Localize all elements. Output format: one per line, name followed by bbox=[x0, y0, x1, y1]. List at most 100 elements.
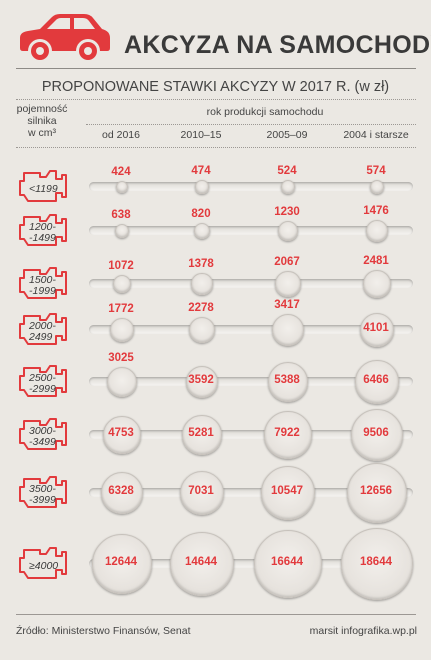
value-bubble bbox=[272, 314, 304, 346]
row-track bbox=[89, 325, 413, 334]
footer-rule bbox=[16, 614, 416, 615]
value-bubble bbox=[110, 318, 134, 342]
capacity-header-line1: pojemność bbox=[16, 103, 68, 115]
value-label: 474 bbox=[191, 165, 211, 178]
value-bubble bbox=[188, 316, 216, 344]
car-icon bbox=[20, 14, 110, 60]
capacity-label: 2000- 2499 bbox=[29, 321, 56, 343]
value-bubble bbox=[260, 465, 316, 521]
value-label: 5281 bbox=[188, 427, 214, 439]
column-header: 2005–09 bbox=[266, 129, 308, 141]
engine-icon bbox=[19, 365, 67, 397]
value-bubble bbox=[359, 312, 395, 348]
value-label: 1772 bbox=[108, 303, 134, 316]
row-track bbox=[89, 430, 413, 439]
value-bubble bbox=[182, 415, 222, 455]
value-label: 1072 bbox=[108, 259, 134, 272]
subtitle-divider bbox=[16, 99, 416, 100]
value-bubble bbox=[114, 223, 130, 239]
value-label: 6328 bbox=[108, 485, 134, 497]
capacity-label-line: 2000- bbox=[29, 320, 56, 332]
credit-note: marsit infografika.wp.pl bbox=[309, 625, 417, 637]
year-group-divider bbox=[86, 124, 416, 125]
value-label: 820 bbox=[191, 207, 211, 220]
value-label: 2278 bbox=[188, 301, 214, 314]
engine-icon bbox=[19, 476, 67, 508]
engine-icon bbox=[19, 267, 67, 299]
header-divider bbox=[16, 147, 416, 148]
value-label: 12656 bbox=[360, 485, 392, 497]
capacity-label-line: 1200- bbox=[29, 221, 56, 233]
value-bubble bbox=[103, 416, 141, 454]
value-label: 524 bbox=[277, 165, 297, 178]
capacity-label: 1500- -1999 bbox=[29, 275, 56, 297]
title-rule bbox=[16, 68, 416, 69]
capacity-label-line: 3500- bbox=[29, 483, 56, 495]
capacity-label: 2500- -2999 bbox=[29, 373, 56, 395]
value-label: 1378 bbox=[188, 258, 214, 271]
engine-icon bbox=[19, 170, 67, 202]
capacity-label: ≥4000 bbox=[29, 561, 58, 572]
column-header: 2004 i starsze bbox=[343, 129, 409, 141]
capacity-header-line2: silnika bbox=[27, 115, 57, 127]
row-track bbox=[89, 488, 413, 497]
value-label: 14644 bbox=[185, 556, 217, 568]
value-label: 1476 bbox=[363, 205, 389, 218]
value-label: 4753 bbox=[108, 427, 134, 439]
column-header: 2010–15 bbox=[180, 129, 222, 141]
value-label: 6466 bbox=[363, 374, 389, 386]
engine-icon bbox=[19, 214, 67, 246]
value-label: 5388 bbox=[274, 374, 300, 386]
value-bubble bbox=[366, 220, 388, 242]
year-group-header: rok produkcji samochodu bbox=[206, 106, 324, 118]
value-bubble bbox=[195, 180, 209, 194]
engine-icon bbox=[19, 547, 67, 579]
engine-icon bbox=[19, 418, 67, 450]
value-bubble bbox=[347, 463, 407, 523]
value-bubble bbox=[193, 222, 211, 240]
row-track bbox=[89, 226, 413, 235]
value-bubble bbox=[112, 274, 132, 294]
column-header: od 2016 bbox=[102, 129, 140, 141]
value-bubble bbox=[253, 529, 323, 599]
capacity-label: 3500- -3999 bbox=[29, 484, 56, 506]
value-label: 424 bbox=[111, 165, 131, 178]
value-bubble bbox=[185, 365, 219, 399]
value-label: 10547 bbox=[271, 485, 303, 497]
capacity-label-line: -3999 bbox=[29, 494, 56, 506]
value-bubble bbox=[115, 180, 129, 194]
value-bubble bbox=[191, 273, 213, 295]
value-bubble bbox=[369, 179, 385, 195]
capacity-label: <1199 bbox=[29, 184, 58, 195]
capacity-label: 3000- -3499 bbox=[29, 426, 56, 448]
capacity-label-line: -1499 bbox=[29, 232, 56, 244]
value-bubble bbox=[106, 366, 138, 398]
value-label: 1230 bbox=[274, 206, 300, 218]
capacity-label-line: 1500- bbox=[29, 274, 56, 286]
capacity-label-line: -3499 bbox=[29, 436, 56, 448]
value-label: 2067 bbox=[274, 256, 300, 269]
value-label: 574 bbox=[366, 164, 386, 177]
value-label: 3025 bbox=[108, 351, 134, 364]
row-track bbox=[89, 279, 413, 288]
value-label: 18644 bbox=[360, 556, 392, 568]
value-bubble bbox=[179, 470, 225, 516]
value-bubble bbox=[100, 471, 144, 515]
chart-subtitle: PROPONOWANE STAWKI AKCYZY W 2017 R. (w z… bbox=[41, 79, 390, 95]
value-label: 4101 bbox=[363, 322, 389, 334]
value-bubble bbox=[341, 528, 413, 600]
header: AKCYZA NA SAMOCHODY bbox=[0, 0, 431, 70]
row-track bbox=[89, 559, 413, 568]
capacity-label: 1200- -1499 bbox=[29, 222, 56, 244]
capacity-label-line: ≥4000 bbox=[29, 560, 59, 572]
engine-icon bbox=[19, 313, 67, 345]
value-bubble bbox=[355, 360, 399, 404]
value-label: 16644 bbox=[271, 556, 303, 568]
value-label: 638 bbox=[111, 208, 131, 221]
value-bubble bbox=[264, 411, 312, 459]
capacity-label-line: 2500- bbox=[29, 372, 56, 384]
value-bubble bbox=[169, 531, 234, 596]
value-bubble bbox=[281, 180, 295, 194]
value-bubble bbox=[275, 271, 301, 297]
value-bubble bbox=[92, 534, 152, 594]
